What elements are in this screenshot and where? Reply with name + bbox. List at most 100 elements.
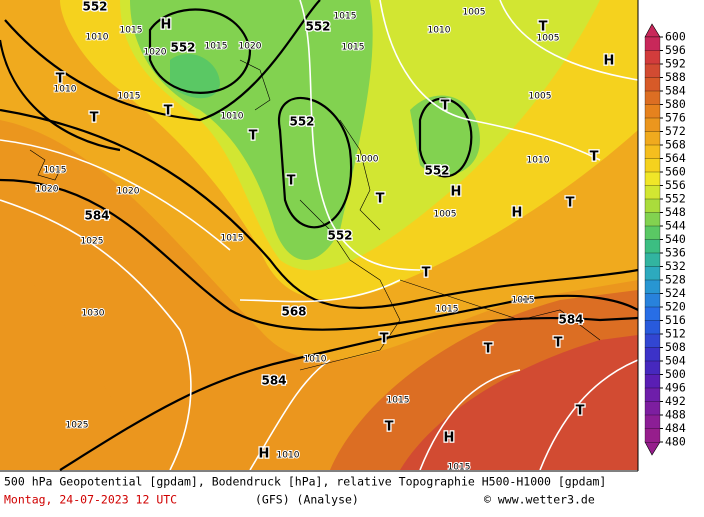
colorbar-cell [644, 347, 661, 362]
isobar-label: 1010 [54, 85, 77, 95]
pressure-center: H [259, 447, 270, 462]
colorbar-cell [644, 266, 661, 281]
isobar-label: 1015 [512, 296, 535, 306]
isobar-label: 1020 [36, 185, 59, 195]
pressure-center: H [604, 54, 615, 69]
colorbar-cell [644, 333, 661, 348]
colorbar-label: 552 [665, 192, 686, 206]
pressure-center: H [444, 431, 455, 446]
colorbar-cell [644, 401, 661, 416]
colorbar-label: 504 [665, 354, 686, 368]
colorbar-cell [644, 117, 661, 132]
colorbar-cell [644, 185, 661, 200]
height-label: 552 [327, 229, 352, 243]
pressure-center: T [287, 174, 296, 189]
pressure-center: H [161, 18, 172, 33]
isobar-label: 1020 [144, 48, 167, 58]
isobar-label: 1015 [118, 92, 141, 102]
colorbar-label: 532 [665, 259, 686, 273]
colorbar-label: 480 [665, 435, 686, 449]
pressure-center: T [576, 404, 585, 419]
colorbar-cell [644, 131, 661, 146]
isobar-label: 1010 [527, 156, 550, 166]
colorbar-cell [644, 104, 661, 119]
model: (GFS) (Analyse) [255, 493, 359, 507]
pressure-center: T [484, 342, 493, 357]
colorbar-cell [644, 293, 661, 308]
isobar-label: 1005 [537, 34, 560, 44]
colorbar-label: 572 [665, 124, 686, 138]
colorbar-cell [644, 212, 661, 227]
isobar-label: 1010 [221, 112, 244, 122]
colorbar-label: 492 [665, 394, 686, 408]
colorbar-cell [644, 428, 661, 443]
colorbar-cell [644, 90, 661, 105]
date: Montag, 24-07-2023 12 UTC [4, 493, 177, 507]
isobar-label: 1025 [66, 421, 89, 431]
colorbar-label: 540 [665, 232, 686, 246]
colorbar-cell [644, 252, 661, 267]
pressure-center: T [376, 192, 385, 207]
pressure-center: T [590, 150, 599, 165]
isobar-label: 1015 [44, 166, 67, 176]
pressure-center: T [441, 99, 450, 114]
colorbar-cell [644, 36, 661, 51]
colorbar: 6005965925885845805765725685645605565525… [644, 23, 686, 456]
colorbar-label: 508 [665, 340, 686, 354]
isobar-label: 1015 [436, 305, 459, 315]
pressure-center: H [451, 185, 462, 200]
pressure-center: T [90, 111, 99, 126]
colorbar-cell [644, 50, 661, 65]
colorbar-cell [644, 63, 661, 78]
map-labels: 552 552 552 552 552 552 584 568 584 584 1010 1015 10… [35, 0, 616, 474]
caption: 500 hPa Geopotential [gpdam], Bodendruck… [4, 475, 606, 489]
height-label: 584 [84, 209, 109, 223]
colorbar-label: 500 [665, 367, 686, 381]
pressure-center: T [539, 20, 548, 35]
pressure-center: T [249, 129, 258, 144]
isobar-label: 1005 [434, 210, 457, 220]
colorbar-label: 588 [665, 70, 686, 84]
height-label: 552 [305, 20, 330, 34]
colorbar-cell [644, 198, 661, 213]
colorbar-label: 568 [665, 138, 686, 152]
height-label: 552 [170, 41, 195, 55]
height-label: 552 [82, 0, 107, 14]
colorbar-label: 560 [665, 165, 686, 179]
isobar-label: 1015 [221, 234, 244, 244]
height-label: 552 [424, 164, 449, 178]
colorbar-label: 520 [665, 300, 686, 314]
colorbar-label: 600 [665, 30, 686, 44]
colorbar-cell [644, 387, 661, 402]
isobar-label: 1010 [86, 33, 109, 43]
colorbar-label: 484 [665, 421, 686, 435]
height-label: 584 [558, 313, 583, 327]
map-field [0, 0, 639, 471]
colorbar-label: 576 [665, 111, 686, 125]
isobar-label: 1010 [304, 355, 327, 365]
colorbar-label: 580 [665, 97, 686, 111]
colorbar-label: 564 [665, 151, 686, 165]
isobar-label: 1015 [120, 26, 143, 36]
colorbar-cell [644, 77, 661, 92]
colorbar-label: 528 [665, 273, 686, 287]
pressure-center: T [566, 196, 575, 211]
colorbar-cell [644, 239, 661, 254]
colorbar-cell [644, 374, 661, 389]
isobar-label: 1015 [334, 12, 357, 22]
colorbar-cell [644, 279, 661, 294]
colorbar-label: 548 [665, 205, 686, 219]
height-label: 584 [261, 374, 286, 388]
pressure-center: T [422, 266, 431, 281]
isobar-label: 1030 [82, 309, 105, 319]
pressure-center: T [380, 332, 389, 347]
colorbar-cell [644, 144, 661, 159]
colorbar-cell [644, 225, 661, 240]
pressure-center: T [385, 420, 394, 435]
isobar-label: 1015 [342, 43, 365, 53]
height-label: 552 [289, 115, 314, 129]
isobar-label: 1010 [428, 26, 451, 36]
colorbar-label: 516 [665, 313, 686, 327]
